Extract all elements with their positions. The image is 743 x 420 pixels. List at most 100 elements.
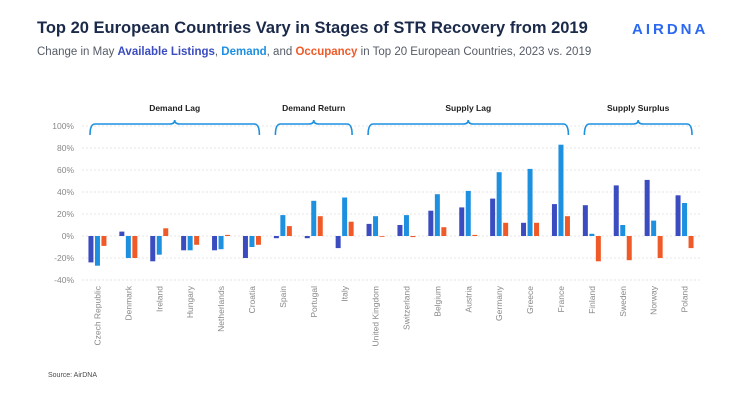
x-tick-label: Portugal [309,286,319,318]
x-tick-label: France [556,286,566,313]
bar-demand [342,197,348,236]
bar-occupancy [286,226,292,236]
chart-title: Top 20 European Countries Vary in Stages… [37,19,588,37]
bar-occupancy [379,236,385,237]
bar-occupancy [410,236,416,238]
x-tick-label: Finland [587,286,597,314]
bar-demand [187,236,193,251]
bar-occupancy [626,236,632,261]
bar-listings [551,204,557,236]
bar-demand [620,225,626,236]
bar-demand [589,233,595,236]
bar-occupancy [317,216,323,236]
bar-occupancy [225,234,231,236]
x-tick-label: United Kingdom [371,286,381,346]
x-tick-label: Switzerland [401,286,411,330]
bar-demand [94,236,100,266]
y-tick-label: 20% [57,209,74,219]
bar-occupancy [657,236,663,258]
bar-occupancy [503,222,509,236]
bar-demand [465,190,471,236]
subtitle-text-4: in Top 20 European Countries, 2023 vs. 2… [357,46,592,58]
x-tick-label: Belgium [432,286,442,317]
bar-listings [150,236,156,262]
y-tick-label: 80% [57,143,74,153]
group-label: Demand Lag [149,103,200,113]
group-bracket [367,119,570,136]
bar-listings [119,231,125,236]
x-tick-label: Poland [680,286,690,313]
bar-occupancy [101,236,107,246]
x-tick-label: Greece [525,286,535,314]
x-tick-label: Denmark [123,285,133,320]
bar-occupancy [163,228,169,236]
bar-listings [366,223,372,236]
group-label: Demand Return [282,103,345,113]
bar-occupancy [194,236,200,245]
bar-demand [311,200,317,236]
bar-demand [651,220,657,236]
bar-listings [397,225,403,236]
x-tick-label: Austria [463,286,473,313]
y-tick-label: -40% [54,275,74,285]
subtitle-text-1: Change in May [37,46,118,58]
bar-listings [273,236,279,239]
subtitle-text-3: , and [266,46,296,58]
group-label: Supply Lag [445,103,491,113]
x-tick-label: Sweden [618,286,628,317]
bar-occupancy [595,236,601,262]
bar-listings [88,236,94,263]
bar-demand [373,216,379,236]
bar-occupancy [564,216,570,236]
x-tick-label: Spain [278,286,288,308]
airdna-logo: AIRDNA [632,21,709,38]
x-tick-label: Netherlands [216,286,226,332]
subtitle-text-2: , [214,46,222,58]
bar-listings [335,236,341,249]
bar-demand [249,236,255,247]
group-bracket [274,119,353,136]
bar-demand [280,215,286,236]
group-bracket [89,119,261,136]
x-tick-label: Czech Republic [92,285,102,345]
y-tick-label: 40% [57,187,74,197]
subtitle-listings-label: Available Listings [117,46,215,58]
bar-occupancy [534,222,540,236]
x-tick-label: Ireland [154,286,164,312]
bar-demand [682,203,688,236]
bar-demand [218,236,224,250]
bar-demand [125,236,131,258]
bar-listings [428,210,434,236]
bar-listings [459,207,465,236]
bar-listings [613,185,619,236]
bar-demand [558,144,564,236]
bar-demand [403,215,409,236]
bar-listings [644,179,650,236]
group-bracket [583,119,693,136]
source-note: Source: AirDNA [48,372,98,379]
y-tick-label: -20% [54,253,74,263]
bar-demand [527,168,533,236]
y-tick-label: 60% [57,165,74,175]
y-tick-label: 0% [62,231,75,241]
x-tick-label: Germany [494,285,504,321]
x-tick-label: Hungary [185,285,195,318]
bar-listings [675,195,681,236]
bar-occupancy [255,236,261,245]
bar-listings [582,205,588,236]
x-tick-label: Italy [340,285,350,301]
bar-listings [304,236,310,239]
bar-demand [156,236,162,255]
x-tick-label: Croatia [247,286,257,314]
bar-listings [242,236,248,258]
bar-occupancy [132,236,138,258]
subtitle-occupancy-label: Occupancy [295,46,358,58]
bar-demand [434,194,440,236]
bar-listings [490,198,496,236]
x-tick-label: Norway [649,285,659,315]
bar-listings [521,222,527,236]
bar-occupancy [348,221,354,236]
bar-listings [212,236,218,251]
bar-occupancy [472,234,478,236]
